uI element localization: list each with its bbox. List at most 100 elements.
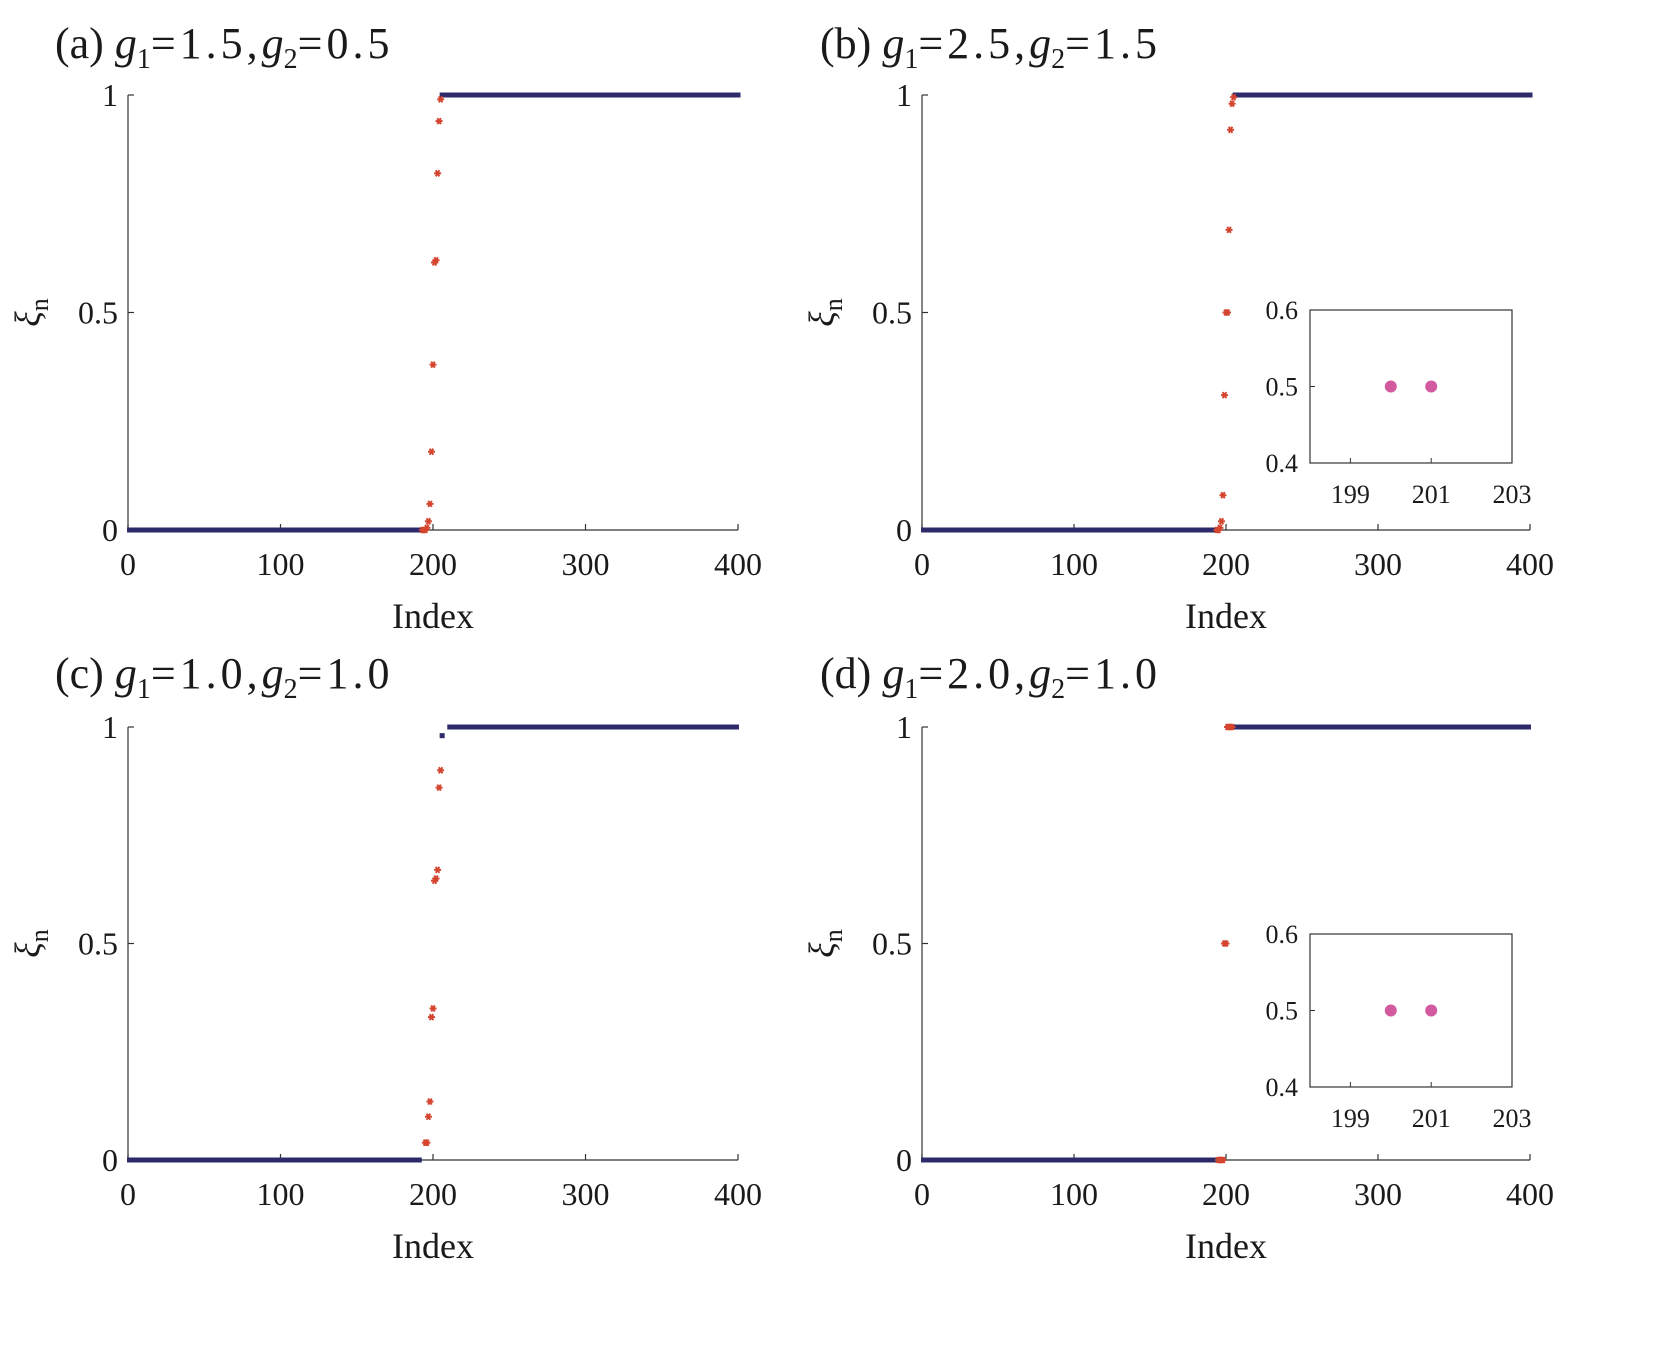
bulk-point — [1021, 527, 1027, 533]
bulk-point — [634, 92, 640, 98]
bulk-point — [1203, 527, 1209, 533]
bulk-point — [535, 724, 541, 730]
inset-point — [1384, 1004, 1397, 1017]
bulk-point — [1399, 92, 1405, 98]
bulk-point — [683, 92, 689, 98]
bulk-point — [255, 1157, 261, 1163]
bulk-point — [1384, 92, 1390, 98]
bulk-point — [1377, 724, 1383, 730]
bulk-point — [1155, 527, 1161, 533]
bulk-point — [621, 724, 627, 730]
bulk-point — [343, 527, 349, 533]
bulk-point — [1149, 527, 1155, 533]
bulk-point — [1515, 92, 1521, 98]
bulk-point — [1039, 527, 1045, 533]
bulk-point — [1085, 1157, 1091, 1163]
bulk-point — [1261, 724, 1267, 730]
bulk-point — [1091, 1157, 1097, 1163]
x-tick-label: 300 — [1354, 1176, 1402, 1212]
bulk-point — [1507, 724, 1513, 730]
edge-point — [435, 784, 443, 792]
bulk-point — [552, 92, 558, 98]
bulk-point — [657, 724, 663, 730]
bulk-point — [1266, 92, 1272, 98]
bulk-point — [453, 724, 459, 730]
bulk-point — [936, 1157, 942, 1163]
bulk-point — [337, 1157, 343, 1163]
bulk-point — [1051, 527, 1057, 533]
bulk-point — [1158, 527, 1164, 533]
bulk-point — [197, 1157, 203, 1163]
bulk-point — [209, 1157, 215, 1163]
bulk-point — [236, 527, 242, 533]
bulk-point — [316, 1157, 322, 1163]
bulk-point — [1182, 1157, 1188, 1163]
bulk-point — [224, 1157, 230, 1163]
bulk-point — [127, 1157, 133, 1163]
bulk-point — [267, 1157, 273, 1163]
bulk-point — [1258, 724, 1264, 730]
y-tick-label: 1 — [896, 77, 912, 113]
bulk-point — [1136, 1157, 1142, 1163]
y-tick-label: 1 — [102, 709, 118, 745]
bulk-point — [1145, 527, 1151, 533]
bulk-point — [1276, 724, 1282, 730]
bulk-point — [1197, 1157, 1203, 1163]
bulk-point — [1322, 724, 1328, 730]
bulk-point — [1118, 527, 1124, 533]
bulk-point — [981, 1157, 987, 1163]
bulk-point — [1279, 724, 1285, 730]
bulk-point — [184, 1157, 190, 1163]
bulk-point — [531, 92, 537, 98]
bulk-point — [1209, 527, 1215, 533]
bulk-point — [1310, 724, 1316, 730]
bulk-point — [659, 92, 665, 98]
edge-point — [1225, 226, 1233, 234]
y-tick-label: 0 — [102, 512, 118, 548]
panel-c: 0 100 200 300 400 0 0.5 1 Index ξn (c) g1=1.0,g2=1… — [8, 649, 762, 1266]
bulk-point — [252, 527, 258, 533]
bulk-point — [160, 1157, 166, 1163]
bulk-point — [291, 527, 297, 533]
bulk-point — [191, 527, 197, 533]
bulk-point — [1326, 92, 1332, 98]
bulk-point — [1386, 724, 1392, 730]
bulk-point — [692, 92, 698, 98]
bulk-point — [1012, 527, 1018, 533]
bulk-point — [1360, 92, 1366, 98]
bulk-point — [1000, 1157, 1006, 1163]
bulk-point — [1375, 92, 1381, 98]
bulk-point — [1255, 724, 1261, 730]
bulk-point — [1033, 1157, 1039, 1163]
bulk-point — [407, 1157, 413, 1163]
bulk-point — [482, 92, 488, 98]
bulk-point — [987, 527, 993, 533]
bulk-point — [590, 724, 596, 730]
bulk-point — [604, 92, 610, 98]
bulk-point — [1421, 92, 1427, 98]
bulk-point — [172, 1157, 178, 1163]
bulk-point — [1287, 92, 1293, 98]
bulk-point — [647, 92, 653, 98]
bulk-point — [1252, 724, 1258, 730]
bulk-point — [586, 92, 592, 98]
bulk-point — [1060, 527, 1066, 533]
bulk-point — [666, 724, 672, 730]
y-tick-label: 0.5 — [78, 295, 118, 331]
bulk-point — [1015, 1157, 1021, 1163]
bulk-point — [133, 1157, 139, 1163]
bulk-point — [450, 724, 456, 730]
bulk-point — [1103, 1157, 1109, 1163]
bulk-point — [325, 1157, 331, 1163]
bulk-point — [148, 527, 154, 533]
edge-point — [435, 117, 443, 125]
bulk-point — [410, 1157, 416, 1163]
bulk-point — [255, 527, 261, 533]
bulk-point — [157, 527, 163, 533]
bulk-point — [712, 724, 718, 730]
edge-point — [424, 1113, 432, 1121]
bulk-point — [584, 724, 590, 730]
bulk-point — [1161, 1157, 1167, 1163]
bulk-point — [1481, 92, 1487, 98]
bulk-point — [1465, 724, 1471, 730]
